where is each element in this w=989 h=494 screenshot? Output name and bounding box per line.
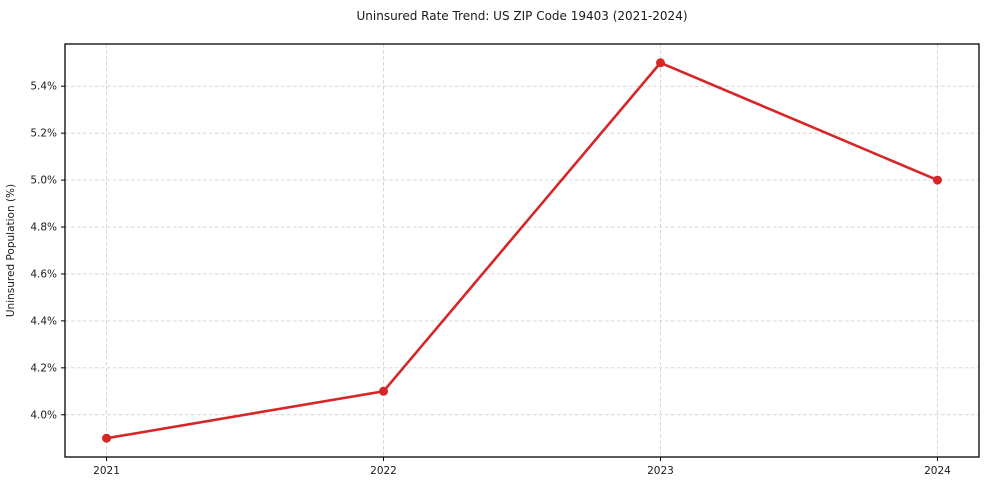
y-tick-label: 4.6% <box>30 268 57 280</box>
y-tick-label: 4.4% <box>30 315 57 327</box>
x-tick-label: 2023 <box>647 465 674 477</box>
y-tick-label: 5.2% <box>30 128 57 140</box>
x-tick-label: 2021 <box>93 465 120 477</box>
y-tick-label: 4.8% <box>30 222 57 234</box>
y-tick-label: 5.0% <box>30 175 57 187</box>
chart-title: Uninsured Rate Trend: US ZIP Code 19403 … <box>356 9 688 23</box>
y-tick-label: 5.4% <box>30 81 57 93</box>
y-tick-label: 4.0% <box>30 409 57 421</box>
trend-line <box>105 61 939 440</box>
y-tick-label: 4.2% <box>30 362 57 374</box>
x-tick-label: 2024 <box>924 465 951 477</box>
y-axis-title: Uninsured Population (%) <box>5 184 17 317</box>
x-tick-label: 2022 <box>370 465 397 477</box>
data-point-marker <box>932 175 942 185</box>
plot-frame <box>64 43 980 458</box>
data-point-marker <box>655 58 665 68</box>
data-point-marker <box>102 433 112 443</box>
data-point-marker <box>379 386 389 396</box>
